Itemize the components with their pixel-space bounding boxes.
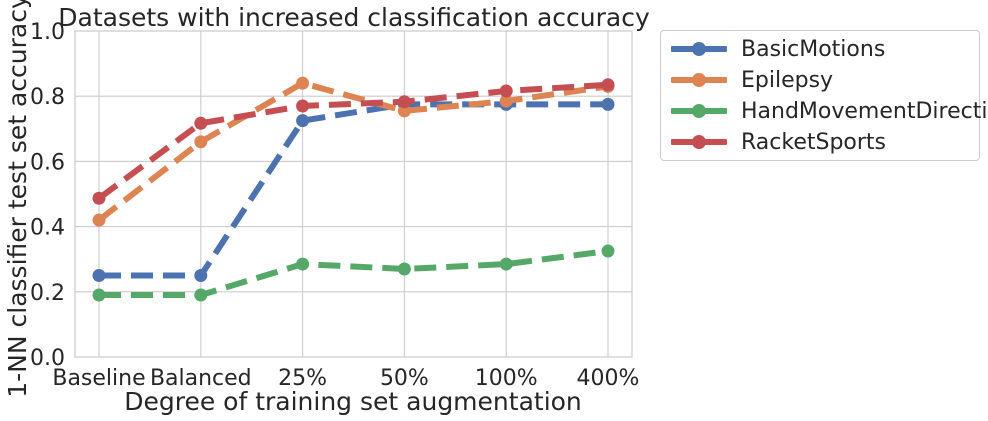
data-point (194, 135, 208, 149)
x-tick-label: 100% (475, 366, 538, 391)
legend: BasicMotions Epilepsy HandMovementDirectio… (660, 30, 988, 161)
data-point (296, 76, 310, 90)
series-Epilepsy (92, 76, 615, 227)
series-BasicMotions (92, 97, 615, 282)
data-point (601, 97, 615, 111)
y-tick-label: 0.8 (30, 85, 65, 110)
series-RacketSports (92, 78, 615, 205)
series-line (99, 248, 609, 299)
y-tick-label: 0.6 (30, 150, 65, 175)
data-point (92, 191, 106, 205)
data-point (92, 213, 106, 227)
x-tick-label: Balanced (150, 366, 252, 391)
series-HandMovementDirection (92, 244, 615, 302)
series-line (97, 81, 609, 201)
legend-item: HandMovementDirection (671, 97, 988, 125)
data-point (296, 114, 310, 128)
legend-label: Epilepsy (741, 67, 834, 93)
grid (75, 30, 632, 358)
legend-item: Epilepsy (671, 66, 833, 94)
data-point (296, 99, 310, 113)
data-point (601, 244, 615, 258)
y-tick-labels: 0.0 0.2 0.4 0.6 0.8 1.0 (30, 20, 65, 371)
data-point (499, 257, 513, 271)
legend-item: RacketSports (671, 128, 886, 156)
legend-label: HandMovementDirection (741, 98, 988, 124)
y-tick-label: 0.2 (30, 281, 65, 306)
data-point (499, 84, 513, 98)
legend-item: BasicMotions (671, 35, 885, 63)
x-tick-label: Baseline (52, 366, 145, 391)
series-line (99, 101, 608, 279)
y-axis-label: 1-NN classifier test set accuracy (3, 0, 32, 398)
x-tick-label: 25% (278, 366, 327, 391)
y-tick-label: 0.0 (30, 346, 65, 371)
x-axis-label: Degree of training set augmentation (124, 387, 582, 416)
legend-label: BasicMotions (741, 36, 886, 62)
legend-swatch (671, 128, 727, 156)
data-point (92, 288, 106, 302)
x-tick-label: 400% (577, 366, 640, 391)
legend-swatch (671, 97, 727, 125)
series-line (97, 80, 609, 223)
data-point (397, 262, 411, 276)
x-tick-labels: Baseline Balanced 25% 50% 100% 400% (52, 366, 639, 391)
y-tick-label: 0.4 (30, 216, 65, 241)
data-point (92, 269, 106, 282)
data-point (499, 94, 513, 108)
data-point (397, 95, 411, 109)
y-tick-label: 1.0 (30, 20, 65, 45)
chart-title: Datasets with increased classification a… (58, 3, 650, 32)
data-point (397, 104, 411, 118)
x-tick-label: 50% (380, 366, 429, 391)
data-point (296, 257, 310, 271)
legend-label: RacketSports (741, 129, 887, 155)
data-point (194, 269, 208, 282)
series-layer (92, 76, 615, 302)
data-point (601, 78, 615, 92)
plot-frame (74, 30, 633, 358)
legend-swatch (671, 66, 727, 94)
legend-swatch (671, 35, 727, 63)
data-point (194, 288, 208, 302)
data-point (194, 116, 208, 130)
